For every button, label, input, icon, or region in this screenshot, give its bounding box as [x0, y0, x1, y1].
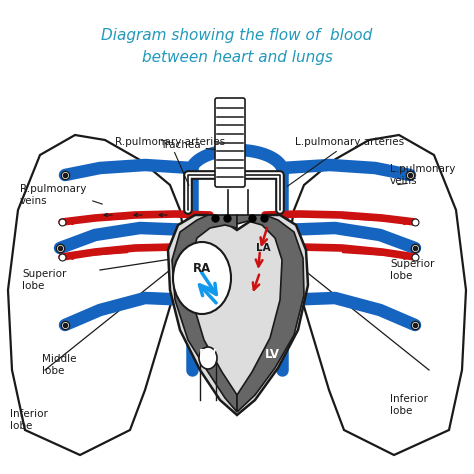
FancyBboxPatch shape	[215, 98, 245, 187]
Text: Inferior
lobe: Inferior lobe	[10, 409, 48, 431]
Text: R.pulmonary
veins: R.pulmonary veins	[20, 184, 86, 206]
Polygon shape	[237, 215, 304, 412]
Ellipse shape	[173, 242, 231, 314]
Text: Trachea: Trachea	[160, 140, 215, 150]
Text: L.pulmonary arteries: L.pulmonary arteries	[287, 137, 404, 186]
Polygon shape	[168, 215, 308, 415]
Text: LA: LA	[255, 243, 270, 253]
Text: Diagram showing the flow of  blood: Diagram showing the flow of blood	[101, 28, 373, 43]
Text: Superior
lobe: Superior lobe	[390, 259, 434, 281]
Text: Superior
lobe: Superior lobe	[22, 269, 66, 291]
Text: Middle
lobe: Middle lobe	[42, 354, 76, 376]
Text: LV: LV	[264, 348, 280, 362]
Text: RA: RA	[193, 262, 211, 274]
Text: L.pulmonary
veins: L.pulmonary veins	[390, 164, 456, 186]
Polygon shape	[172, 215, 237, 412]
Text: Inferior
lobe: Inferior lobe	[390, 394, 428, 416]
Text: R.pulmonary arteries: R.pulmonary arteries	[115, 137, 225, 185]
Text: RV: RV	[199, 348, 217, 362]
Text: between heart and lungs: between heart and lungs	[142, 50, 332, 65]
Ellipse shape	[199, 347, 217, 369]
